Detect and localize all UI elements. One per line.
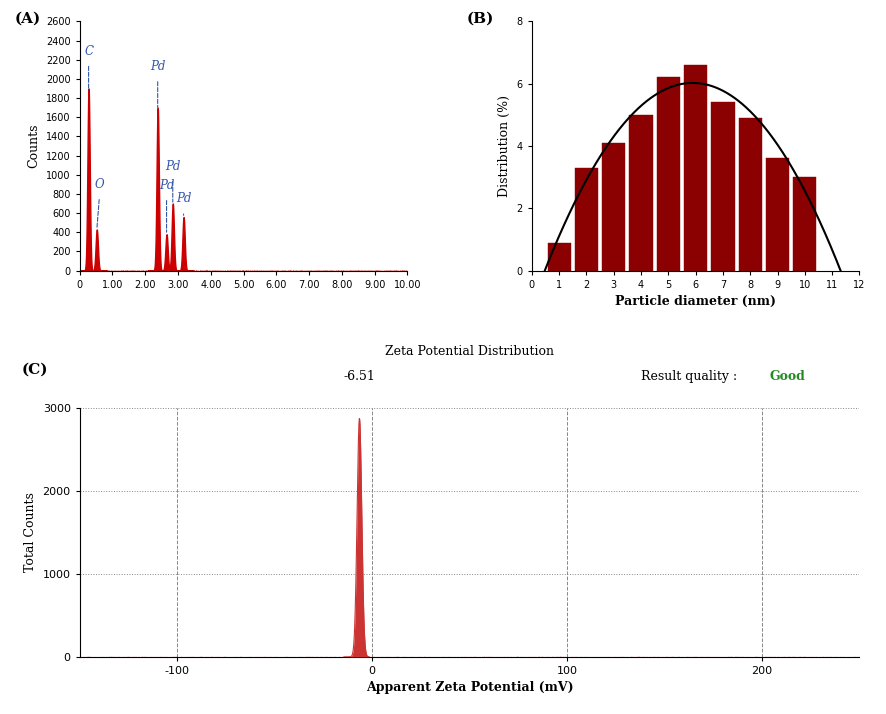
Text: Zeta Potential Distribution: Zeta Potential Distribution — [385, 345, 554, 358]
Text: Pd: Pd — [150, 60, 166, 73]
Bar — [657, 78, 680, 271]
Y-axis label: Distribution (%): Distribution (%) — [498, 95, 511, 197]
Text: Result quality :: Result quality : — [641, 370, 742, 383]
Bar — [575, 168, 598, 271]
Y-axis label: Counts: Counts — [27, 124, 41, 169]
Text: Pd: Pd — [159, 179, 175, 192]
Text: (C): (C) — [21, 363, 48, 377]
Y-axis label: Total Counts: Total Counts — [24, 493, 37, 572]
Bar — [711, 102, 734, 271]
Bar — [766, 159, 789, 271]
Bar — [548, 243, 571, 271]
Text: Good: Good — [770, 370, 805, 383]
Text: (B): (B) — [466, 11, 494, 26]
Bar — [629, 115, 653, 271]
Bar — [793, 177, 816, 271]
Text: -6.51: -6.51 — [344, 370, 376, 383]
X-axis label: Apparent Zeta Potential (mV): Apparent Zeta Potential (mV) — [366, 681, 573, 695]
Bar — [739, 118, 762, 271]
Text: (A): (A) — [14, 11, 41, 26]
Bar — [602, 143, 626, 271]
Text: O: O — [95, 178, 105, 191]
X-axis label: Particle diameter (nm): Particle diameter (nm) — [615, 295, 776, 308]
Bar — [684, 65, 707, 271]
Text: C: C — [84, 45, 93, 58]
Text: Pd: Pd — [176, 193, 191, 206]
Text: Pd: Pd — [165, 160, 181, 173]
